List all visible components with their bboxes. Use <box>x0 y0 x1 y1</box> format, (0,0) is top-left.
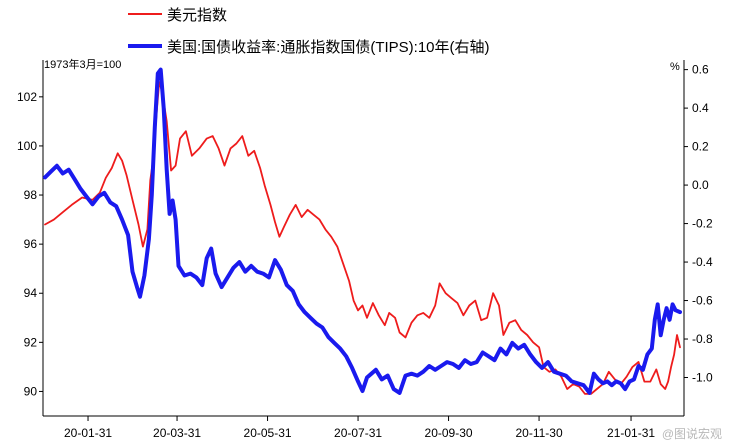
right-axis-ticks: -1.0 -0.8 -0.6 -0.4 -0.2 0.0 0.2 0.4 0.6 <box>684 63 713 385</box>
right-tick-label: -0.8 <box>692 332 713 346</box>
left-tick-label: 98 <box>24 188 38 202</box>
right-tick-label: -0.4 <box>692 255 713 269</box>
left-tick-label: 94 <box>24 286 38 300</box>
plot-frame <box>42 60 685 417</box>
x-tick-label: 20-01-31 <box>64 426 112 440</box>
right-tick-label: 0.2 <box>692 140 709 154</box>
legend-label-usd-index: 美元指数 <box>167 7 227 24</box>
x-axis-ticks: 20-01-31 20-03-31 20-05-31 20-07-31 20-09-30… <box>64 416 655 440</box>
x-tick-label: 20-05-31 <box>244 426 292 440</box>
series-line-usd-index <box>44 81 681 395</box>
watermark: @图说宏观 <box>662 426 722 441</box>
right-tick-label: -1.0 <box>692 371 713 385</box>
x-tick-label: 21-01-31 <box>607 426 655 440</box>
right-tick-label: -0.2 <box>692 217 713 231</box>
x-tick-label: 20-03-31 <box>153 426 201 440</box>
right-axis-unit: % <box>670 61 680 73</box>
left-tick-label: 102 <box>17 90 37 104</box>
left-tick-label: 100 <box>17 139 37 153</box>
left-axis-unit: 1973年3月=100 <box>44 57 121 71</box>
legend: 美元指数 美国:国债收益率:通胀指数国债(TIPS):10年(右轴) <box>128 7 490 56</box>
x-tick-label: 20-11-30 <box>515 426 562 440</box>
left-tick-label: 92 <box>24 335 38 349</box>
right-tick-label: -0.6 <box>692 294 713 308</box>
x-tick-label: 20-09-30 <box>425 426 473 440</box>
legend-label-tips-yield: 美国:国债收益率:通胀指数国债(TIPS):10年(右轴) <box>167 39 490 56</box>
x-tick-label: 20-07-31 <box>334 426 382 440</box>
left-tick-label: 96 <box>24 237 38 251</box>
right-tick-label: 0.0 <box>692 178 709 192</box>
left-tick-label: 90 <box>24 384 38 398</box>
left-axis-ticks: 90 92 94 96 98 100 102 <box>17 90 43 398</box>
right-tick-label: 0.4 <box>692 101 709 115</box>
right-tick-label: 0.6 <box>692 63 709 77</box>
series-layer <box>43 67 682 395</box>
series-line-tips-yield <box>43 67 682 395</box>
